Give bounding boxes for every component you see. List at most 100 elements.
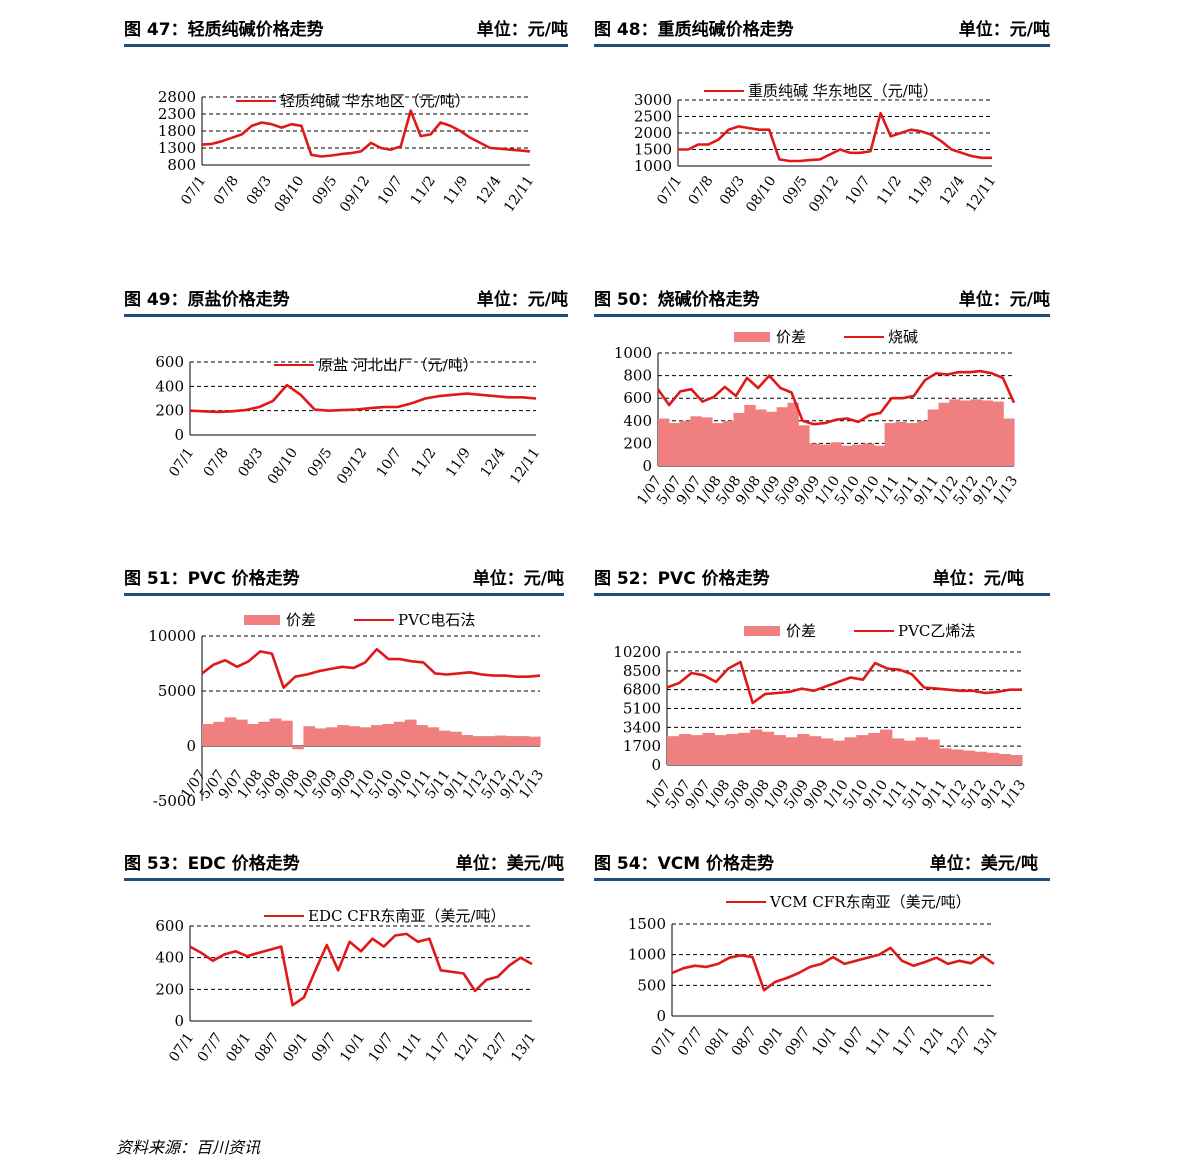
x-tick-label: 07/1: [178, 173, 209, 208]
spread-bar: [998, 753, 1011, 765]
x-tick-label: 10/7: [836, 1024, 867, 1059]
x-tick-label: 12/4: [473, 173, 504, 208]
spread-bar: [494, 735, 507, 746]
spread-bar: [438, 730, 451, 746]
x-tick-label: 11/2: [408, 173, 439, 208]
price-line: [189, 383, 537, 414]
spread-bar: [690, 416, 702, 466]
x-tick-label: 10/7: [843, 173, 874, 208]
spread-bar: [733, 412, 745, 466]
spread-bar: [787, 402, 799, 466]
y-tick-label: 400: [623, 412, 652, 430]
x-tick-label: 07/1: [654, 173, 685, 208]
spread-bar: [678, 733, 692, 765]
y-tick-label: 6800: [623, 681, 661, 699]
spread-bar: [970, 399, 983, 466]
x-tick-label: 08/10: [271, 173, 307, 215]
legend-swatch-spread: [744, 626, 780, 636]
spread-bar: [862, 443, 875, 466]
y-tick-label: 800: [167, 156, 196, 174]
x-tick-label: 11/7: [890, 1024, 921, 1059]
panel-51: 图 51：PVC 价格走势 单位：元/吨 -5000 0 5000 10000 价差 PV…: [124, 564, 564, 814]
panel-52: 图 52：PVC 价格走势 单位：元/吨 0 1700 3400 5100 6800 85…: [594, 564, 1050, 814]
spread-bar: [939, 748, 952, 765]
x-tick-label: 11/1: [394, 1030, 425, 1065]
x-tick-label: 07/7: [675, 1024, 706, 1059]
x-tick-label: 08/7: [252, 1030, 283, 1065]
spread-bar: [761, 731, 775, 765]
legend-label-line: 轻质纯碱 华东地区（元/吨）: [280, 92, 470, 110]
x-tick-label: 10/1: [809, 1024, 840, 1059]
spread-bar: [749, 729, 763, 765]
price-line: [201, 647, 541, 689]
spread-bar: [393, 721, 406, 746]
spread-bar: [202, 724, 214, 746]
spread-bar: [517, 736, 530, 746]
x-tick-label: 11/9: [441, 173, 472, 208]
spread-bar: [427, 727, 440, 746]
y-tick-label: 1000: [628, 946, 666, 964]
panel-title: 图 48：重质纯碱价格走势: [594, 20, 794, 40]
spread-bar: [714, 735, 727, 765]
x-tick-label: 09/1: [280, 1030, 311, 1065]
y-tick-label: 10000: [148, 627, 196, 645]
x-tick-label: 12/7: [943, 1024, 974, 1059]
title-rule: [594, 314, 1050, 317]
panel-unit: 单位：美元/吨: [455, 854, 564, 874]
y-tick-label: 600: [155, 353, 184, 371]
x-tick-label: 13/1: [508, 1030, 539, 1065]
y-tick-label: 1000: [634, 157, 672, 175]
spread-bar: [986, 752, 999, 765]
spread-bar: [1003, 418, 1015, 466]
spread-bar: [472, 736, 485, 746]
spread-bar: [974, 751, 988, 765]
spread-bar: [903, 740, 917, 765]
spread-bar: [269, 718, 282, 746]
x-tick-label: 08/1: [702, 1024, 733, 1059]
spread-bar: [292, 746, 304, 750]
legend-label-line: 原盐 河北出厂（元/吨）: [318, 356, 478, 374]
title-rule: [594, 593, 1050, 596]
spread-bar: [906, 423, 918, 466]
spread-bar: [382, 724, 395, 746]
spread-bar: [247, 724, 259, 746]
spread-bar: [981, 400, 994, 466]
spread-bar: [927, 409, 940, 466]
spread-bar: [938, 402, 950, 466]
panel-unit: 单位：元/吨: [472, 569, 564, 589]
x-tick-label: 09/5: [780, 173, 811, 208]
x-tick-label: 12/11: [963, 173, 999, 215]
x-tick-label: 08/1: [223, 1030, 254, 1065]
spread-bar: [927, 739, 940, 765]
x-tick-label: 09/1: [755, 1024, 786, 1059]
x-tick-label: 12/11: [501, 173, 537, 215]
y-tick-label: 2800: [158, 88, 196, 106]
spread-bar: [744, 404, 756, 466]
spread-bar: [868, 732, 881, 765]
spread-bar: [738, 732, 751, 765]
spread-bar: [819, 444, 832, 466]
title-rule: [124, 44, 568, 47]
x-tick-label: 11/9: [443, 445, 474, 480]
spread-bar: [962, 750, 976, 765]
legend-label-line: EDC CFR东南亚（美元/吨）: [308, 907, 505, 925]
y-tick-label: 1800: [158, 122, 196, 140]
legend-label-spread: 价差: [786, 622, 816, 640]
x-tick-label: 11/2: [874, 173, 905, 208]
spread-bar: [895, 421, 907, 466]
y-tick-label: 1700: [623, 737, 661, 755]
x-tick-label: 09/7: [782, 1024, 813, 1059]
y-tick-label: 200: [155, 980, 184, 998]
spread-bar: [348, 726, 361, 746]
spread-bar: [852, 444, 864, 466]
spread-bar: [679, 420, 691, 466]
spread-bar: [960, 400, 972, 466]
spread-bar: [820, 738, 834, 765]
spread-bar: [325, 727, 338, 746]
price-line: [201, 109, 531, 158]
panel-unit: 单位：元/吨: [932, 569, 1024, 589]
spread-bar: [449, 731, 462, 746]
